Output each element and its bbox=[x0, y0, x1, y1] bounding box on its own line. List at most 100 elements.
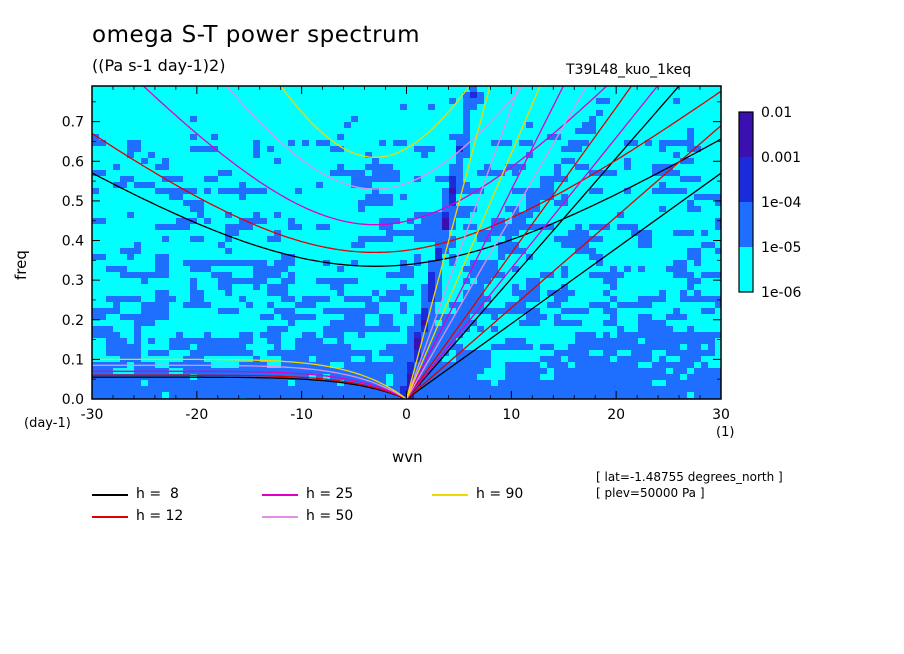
heatmap-cell bbox=[659, 386, 667, 393]
heatmap-cell bbox=[141, 98, 149, 105]
heatmap-cell bbox=[120, 110, 128, 117]
heatmap-cell bbox=[652, 170, 660, 177]
heatmap-cell bbox=[92, 260, 100, 267]
heatmap-cell bbox=[701, 332, 709, 339]
heatmap-cell bbox=[407, 236, 415, 243]
heatmap-cell bbox=[428, 368, 436, 375]
heatmap-cell bbox=[113, 236, 121, 243]
heatmap-cell bbox=[337, 290, 345, 297]
heatmap-cell bbox=[687, 116, 695, 123]
x-tick-label: -10 bbox=[290, 407, 313, 423]
heatmap-cell bbox=[358, 86, 366, 93]
heatmap-cell bbox=[176, 140, 184, 147]
heatmap-cell bbox=[652, 392, 660, 399]
heatmap-cell bbox=[589, 290, 597, 297]
heatmap-cell bbox=[477, 134, 485, 141]
heatmap-cell bbox=[582, 176, 590, 183]
heatmap-cell bbox=[610, 332, 618, 339]
heatmap-cell bbox=[652, 236, 660, 243]
heatmap-cell bbox=[372, 176, 380, 183]
heatmap-cell bbox=[267, 110, 275, 117]
heatmap-cell bbox=[568, 290, 576, 297]
heatmap-cell bbox=[400, 278, 408, 285]
heatmap-cell bbox=[141, 392, 149, 399]
heatmap-cell bbox=[302, 98, 310, 105]
heatmap-cell bbox=[435, 152, 443, 159]
heatmap-cell bbox=[260, 350, 268, 357]
heatmap-cell bbox=[393, 212, 401, 219]
heatmap-cell bbox=[715, 326, 721, 333]
heatmap-cell bbox=[386, 356, 394, 363]
heatmap-cell bbox=[554, 260, 562, 267]
heatmap-cell bbox=[435, 278, 443, 285]
heatmap-cell bbox=[253, 158, 261, 165]
heatmap-cell bbox=[680, 194, 688, 201]
heatmap-cell bbox=[288, 344, 296, 351]
heatmap-cell bbox=[491, 392, 499, 399]
heatmap-cell bbox=[484, 104, 492, 111]
heatmap-cell bbox=[666, 170, 674, 177]
heatmap-cell bbox=[288, 296, 296, 303]
heatmap-cell bbox=[715, 98, 721, 105]
heatmap-cell bbox=[134, 236, 142, 243]
heatmap-cell bbox=[589, 254, 597, 261]
heatmap-cell bbox=[267, 128, 275, 135]
heatmap-cell bbox=[421, 224, 429, 231]
heatmap-cell bbox=[456, 386, 464, 393]
y-axis-unit: (day-1) bbox=[24, 416, 71, 431]
heatmap-cell bbox=[505, 104, 513, 111]
heatmap-cell bbox=[701, 200, 709, 207]
heatmap-cell bbox=[596, 188, 604, 195]
heatmap-cell bbox=[372, 302, 380, 309]
heatmap-cell bbox=[519, 260, 527, 267]
heatmap-cell bbox=[477, 362, 485, 369]
heatmap-cell bbox=[589, 332, 597, 339]
heatmap-cell bbox=[547, 206, 555, 213]
heatmap-cell bbox=[260, 344, 268, 351]
heatmap-cell bbox=[344, 386, 352, 393]
heatmap-cell bbox=[379, 200, 387, 207]
heatmap-cell bbox=[372, 344, 380, 351]
heatmap-cell bbox=[659, 176, 667, 183]
heatmap-cell bbox=[309, 320, 317, 327]
heatmap-cell bbox=[379, 182, 387, 189]
heatmap-cell bbox=[211, 194, 219, 201]
heatmap-cell bbox=[309, 272, 317, 279]
heatmap-cell bbox=[302, 386, 310, 393]
heatmap-cell bbox=[386, 332, 394, 339]
heatmap-cell bbox=[351, 386, 359, 393]
heatmap-cell bbox=[316, 134, 324, 141]
heatmap-cell bbox=[197, 188, 205, 195]
y-tick-label: 0.3 bbox=[62, 273, 84, 289]
heatmap-cell bbox=[302, 362, 310, 369]
heatmap-cell bbox=[428, 320, 436, 327]
heatmap-cell bbox=[386, 278, 394, 285]
heatmap-cell bbox=[701, 176, 709, 183]
heatmap-cell bbox=[582, 230, 590, 237]
heatmap-cell bbox=[183, 272, 191, 279]
heatmap-cell bbox=[617, 308, 625, 315]
heatmap-cell bbox=[372, 104, 380, 111]
heatmap-cell bbox=[533, 182, 541, 189]
heatmap-cell bbox=[652, 344, 660, 351]
heatmap-cell bbox=[596, 326, 604, 333]
heatmap-cell bbox=[232, 392, 240, 399]
heatmap-cell bbox=[99, 326, 107, 333]
heatmap-cell bbox=[400, 206, 408, 213]
heatmap-cell bbox=[295, 116, 303, 123]
heatmap-cell bbox=[400, 272, 408, 279]
heatmap-cell bbox=[337, 320, 345, 327]
heatmap-cell bbox=[624, 224, 632, 231]
heatmap-cell bbox=[463, 188, 471, 195]
heatmap-cell bbox=[225, 176, 233, 183]
heatmap-cell bbox=[351, 278, 359, 285]
heatmap-cell bbox=[610, 362, 618, 369]
heatmap-cell bbox=[631, 302, 639, 309]
heatmap-cell bbox=[316, 224, 324, 231]
heatmap-cell bbox=[155, 176, 163, 183]
heatmap-cell bbox=[211, 98, 219, 105]
heatmap-cell bbox=[106, 104, 114, 111]
heatmap-cell bbox=[365, 344, 373, 351]
heatmap-cell bbox=[393, 92, 401, 99]
heatmap-cell bbox=[316, 290, 324, 297]
